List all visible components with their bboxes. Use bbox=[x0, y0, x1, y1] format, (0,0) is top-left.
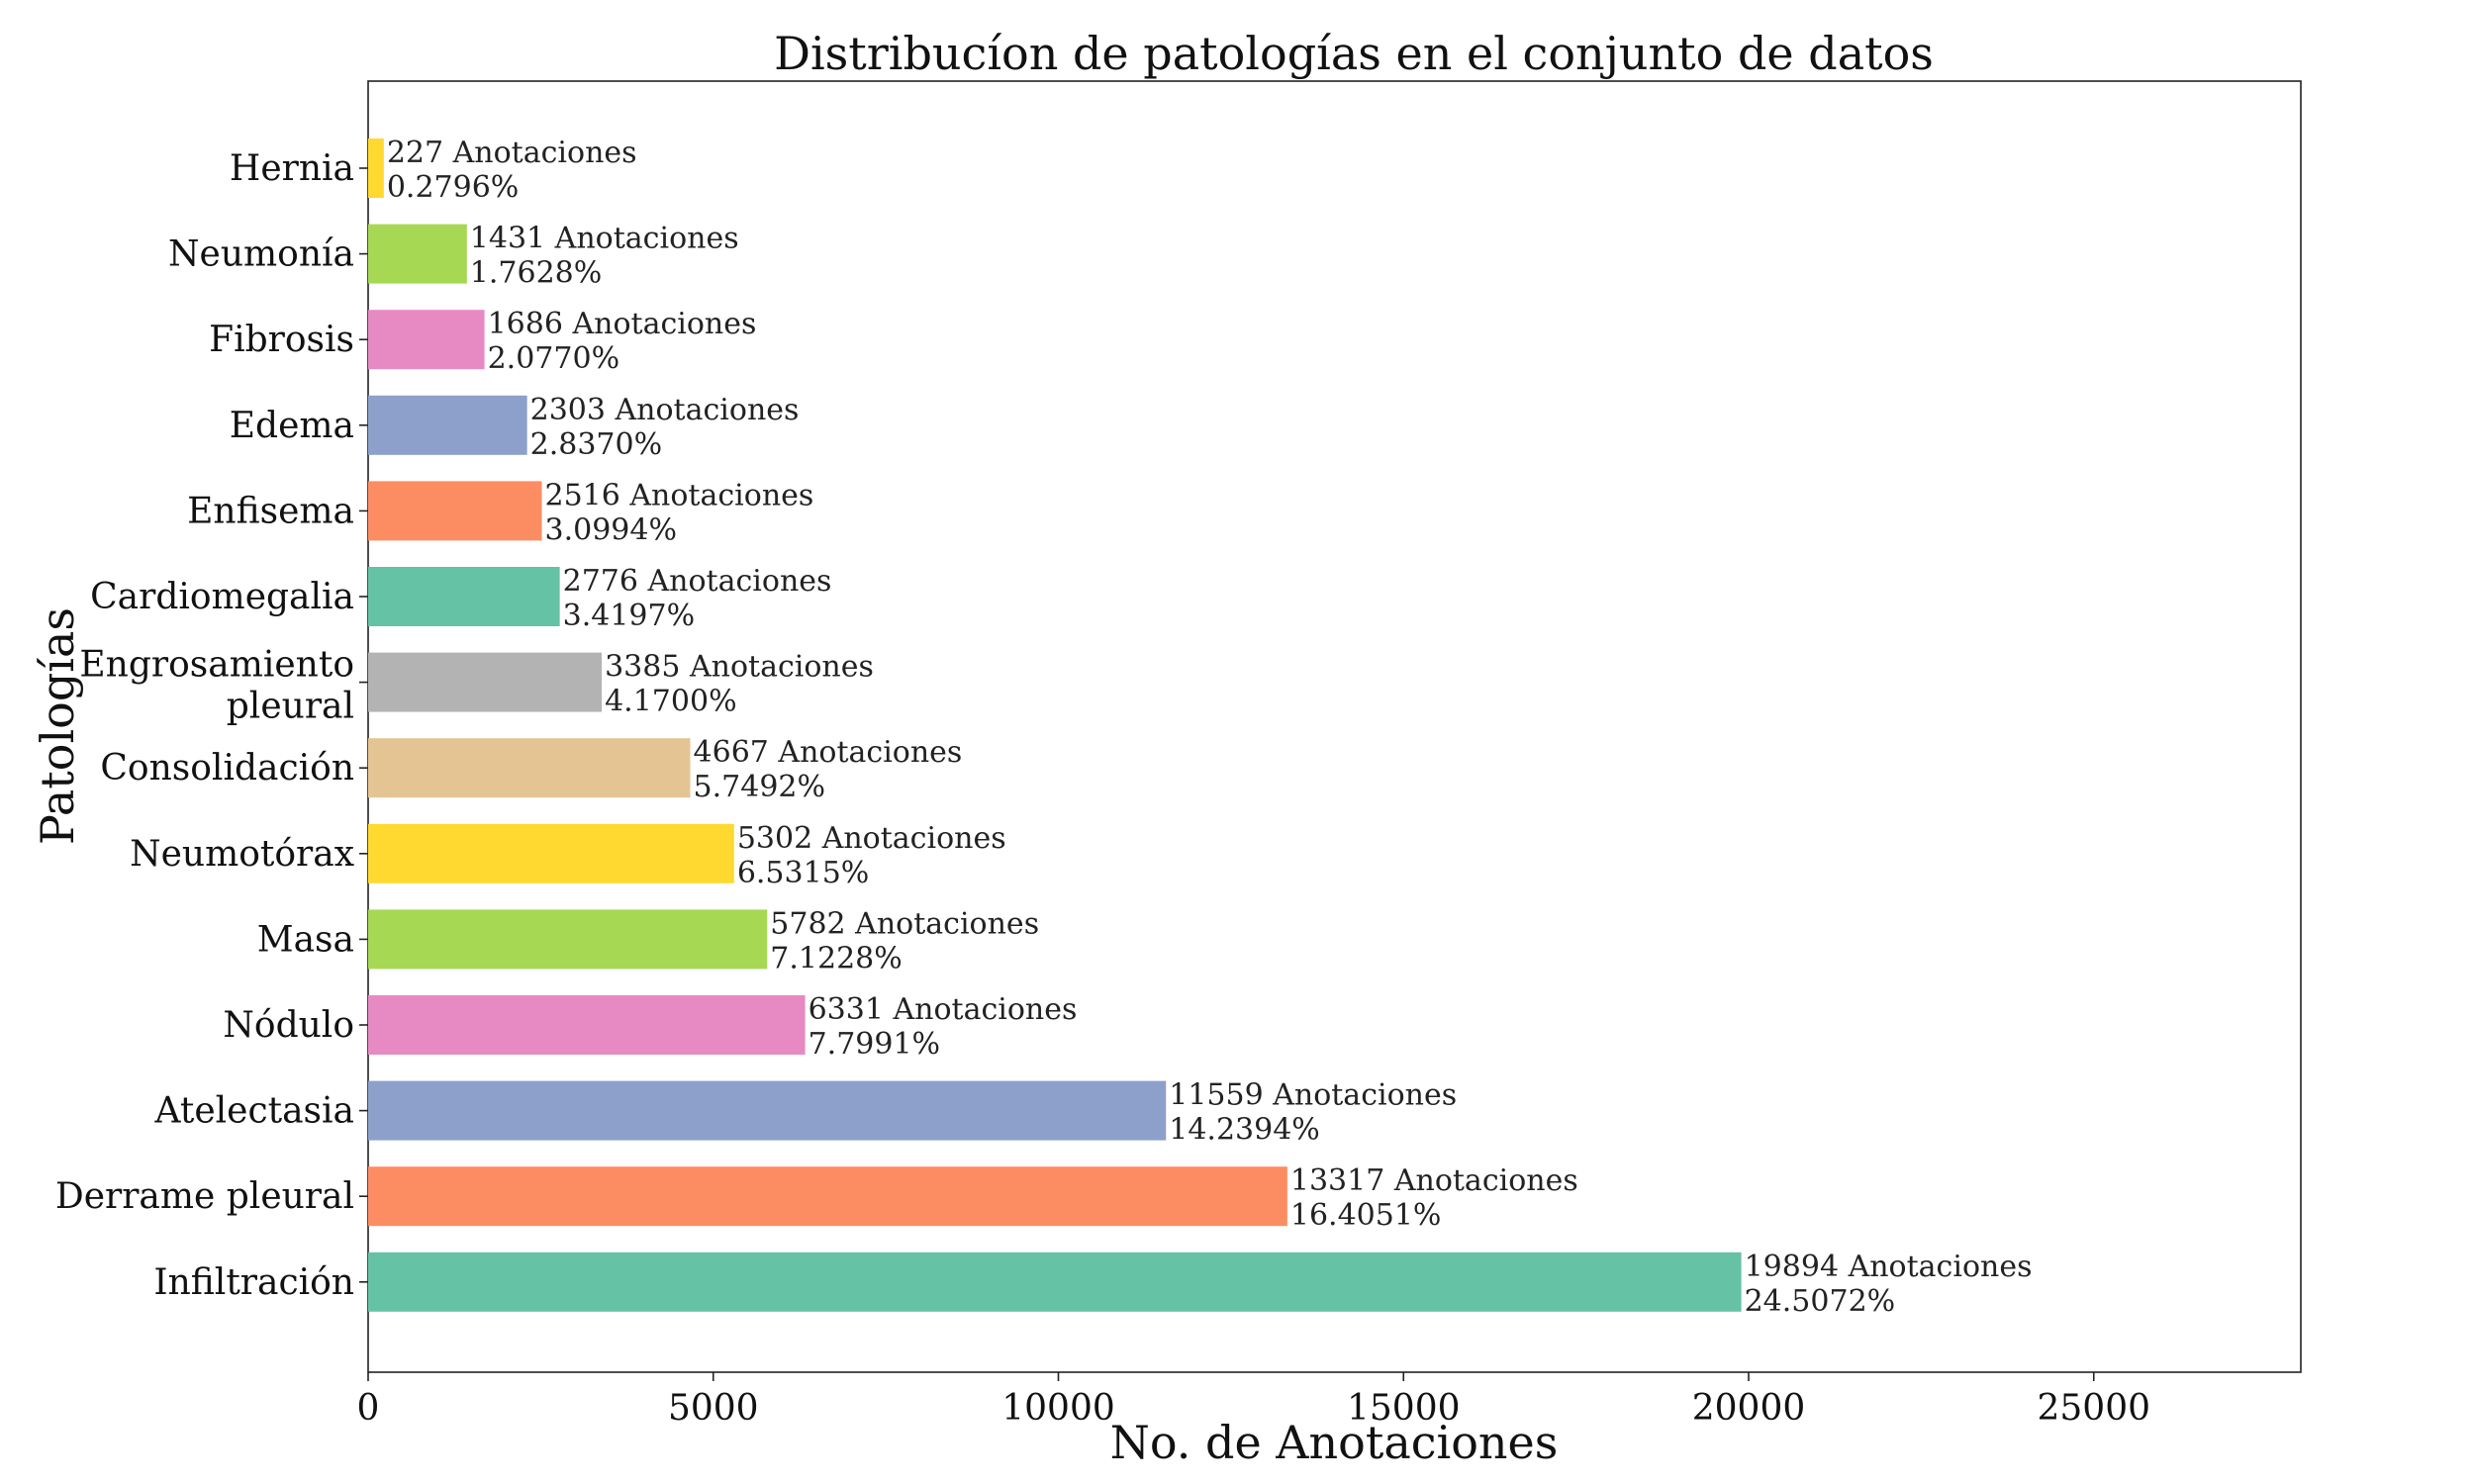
bar-percent-label: 6.5315% bbox=[737, 856, 869, 890]
bar bbox=[368, 995, 806, 1055]
bar-count-label: 5302 Anotaciones bbox=[737, 821, 1006, 856]
y-tick-label: Enfisema bbox=[187, 491, 354, 531]
y-tick-label: Cardiomegalia bbox=[90, 577, 354, 617]
bar-percent-label: 4.1700% bbox=[605, 685, 736, 719]
bar bbox=[368, 481, 542, 541]
y-tick-label: Engrosamiento bbox=[79, 645, 354, 686]
bar-percent-label: 5.7492% bbox=[694, 770, 825, 804]
x-tick-label: 15000 bbox=[1347, 1388, 1461, 1429]
bar-percent-label: 7.1228% bbox=[770, 941, 902, 975]
x-tick-label: 5000 bbox=[668, 1388, 759, 1429]
y-tick-label: pleural bbox=[227, 687, 354, 727]
y-tick-label: Neumotórax bbox=[130, 834, 354, 875]
bar bbox=[368, 1252, 1742, 1312]
bar-percent-label: 14.2394% bbox=[1169, 1113, 1320, 1148]
bar-count-label: 5782 Anotaciones bbox=[770, 906, 1039, 941]
bar-percent-label: 2.0770% bbox=[488, 341, 619, 376]
y-tick-label: Derrame pleural bbox=[55, 1176, 354, 1217]
bar-count-label: 3385 Anotaciones bbox=[605, 650, 874, 685]
y-tick-label: Consolidación bbox=[100, 748, 354, 788]
plot-area-frame bbox=[367, 80, 2302, 1373]
x-tick-label: 10000 bbox=[1001, 1388, 1115, 1429]
bar bbox=[368, 738, 691, 798]
y-tick-label: Neumonía bbox=[168, 234, 354, 275]
bar bbox=[368, 909, 768, 970]
bar-count-label: 4667 Anotaciones bbox=[694, 735, 963, 770]
x-tick-label: 20000 bbox=[1692, 1388, 1806, 1429]
y-tick-label: Nódulo bbox=[223, 1005, 354, 1046]
bar-count-label: 11559 Anotaciones bbox=[1169, 1078, 1457, 1113]
bar-count-label: 2776 Anotaciones bbox=[563, 564, 832, 599]
x-axis: 0 5000 10000 15000 20000 25000 bbox=[357, 1372, 2150, 1429]
bar bbox=[368, 139, 384, 198]
bar bbox=[368, 310, 485, 370]
bar bbox=[368, 823, 734, 883]
bar-count-label: 1431 Anotaciones bbox=[470, 222, 739, 256]
bar-count-label: 19894 Anotaciones bbox=[1745, 1250, 2033, 1284]
bar bbox=[368, 1080, 1167, 1141]
bar bbox=[368, 652, 603, 712]
bar-percent-label: 2.8370% bbox=[530, 427, 662, 462]
bar-count-label: 13317 Anotaciones bbox=[1290, 1163, 1578, 1198]
y-tick-label: Atelectasia bbox=[154, 1091, 355, 1132]
bar-count-label: 2303 Anotaciones bbox=[530, 393, 800, 427]
y-tick-label: Infiltración bbox=[153, 1262, 354, 1303]
bar bbox=[368, 567, 560, 626]
bar-percent-label: 24.5072% bbox=[1745, 1284, 1896, 1319]
y-tick-label: Fibrosis bbox=[209, 320, 354, 360]
x-axis-title: No. de Anotaciones bbox=[1110, 1416, 1559, 1469]
x-tick-label: 0 bbox=[357, 1388, 380, 1429]
bar-percent-label: 16.4051% bbox=[1290, 1198, 1442, 1233]
y-tick-label: Hernia bbox=[230, 148, 354, 189]
bar-count-label: 2516 Anotaciones bbox=[544, 478, 813, 512]
bar-percent-label: 1.7628% bbox=[470, 256, 602, 291]
bar bbox=[368, 395, 527, 455]
bar-percent-label: 0.2796% bbox=[387, 170, 519, 205]
y-axis-title: Patologías bbox=[31, 607, 84, 845]
y-axis: Hernia Neumonía Fibrosis Edema Enfisema Cardi… bbox=[55, 148, 368, 1303]
bar-percent-label: 7.7991% bbox=[809, 1027, 940, 1062]
y-tick-label: Edema bbox=[230, 406, 354, 446]
bar bbox=[368, 1166, 1287, 1227]
x-tick-label: 25000 bbox=[2037, 1388, 2150, 1429]
bar-count-label: 1686 Anotaciones bbox=[488, 307, 757, 341]
chart-title: Distribucíon de patologías en el conjunt… bbox=[774, 27, 1934, 80]
bar-percent-label: 3.0994% bbox=[544, 512, 676, 547]
bar-percent-label: 3.4197% bbox=[563, 599, 695, 633]
y-tick-label: Masa bbox=[257, 919, 354, 960]
bar-count-label: 6331 Anotaciones bbox=[809, 992, 1078, 1027]
bar-count-label: 227 Anotaciones bbox=[387, 136, 637, 170]
bar bbox=[368, 224, 467, 284]
